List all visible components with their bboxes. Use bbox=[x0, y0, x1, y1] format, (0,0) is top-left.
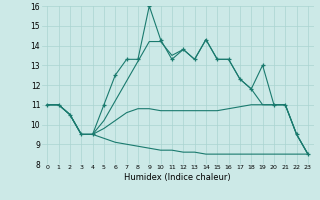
X-axis label: Humidex (Indice chaleur): Humidex (Indice chaleur) bbox=[124, 173, 231, 182]
